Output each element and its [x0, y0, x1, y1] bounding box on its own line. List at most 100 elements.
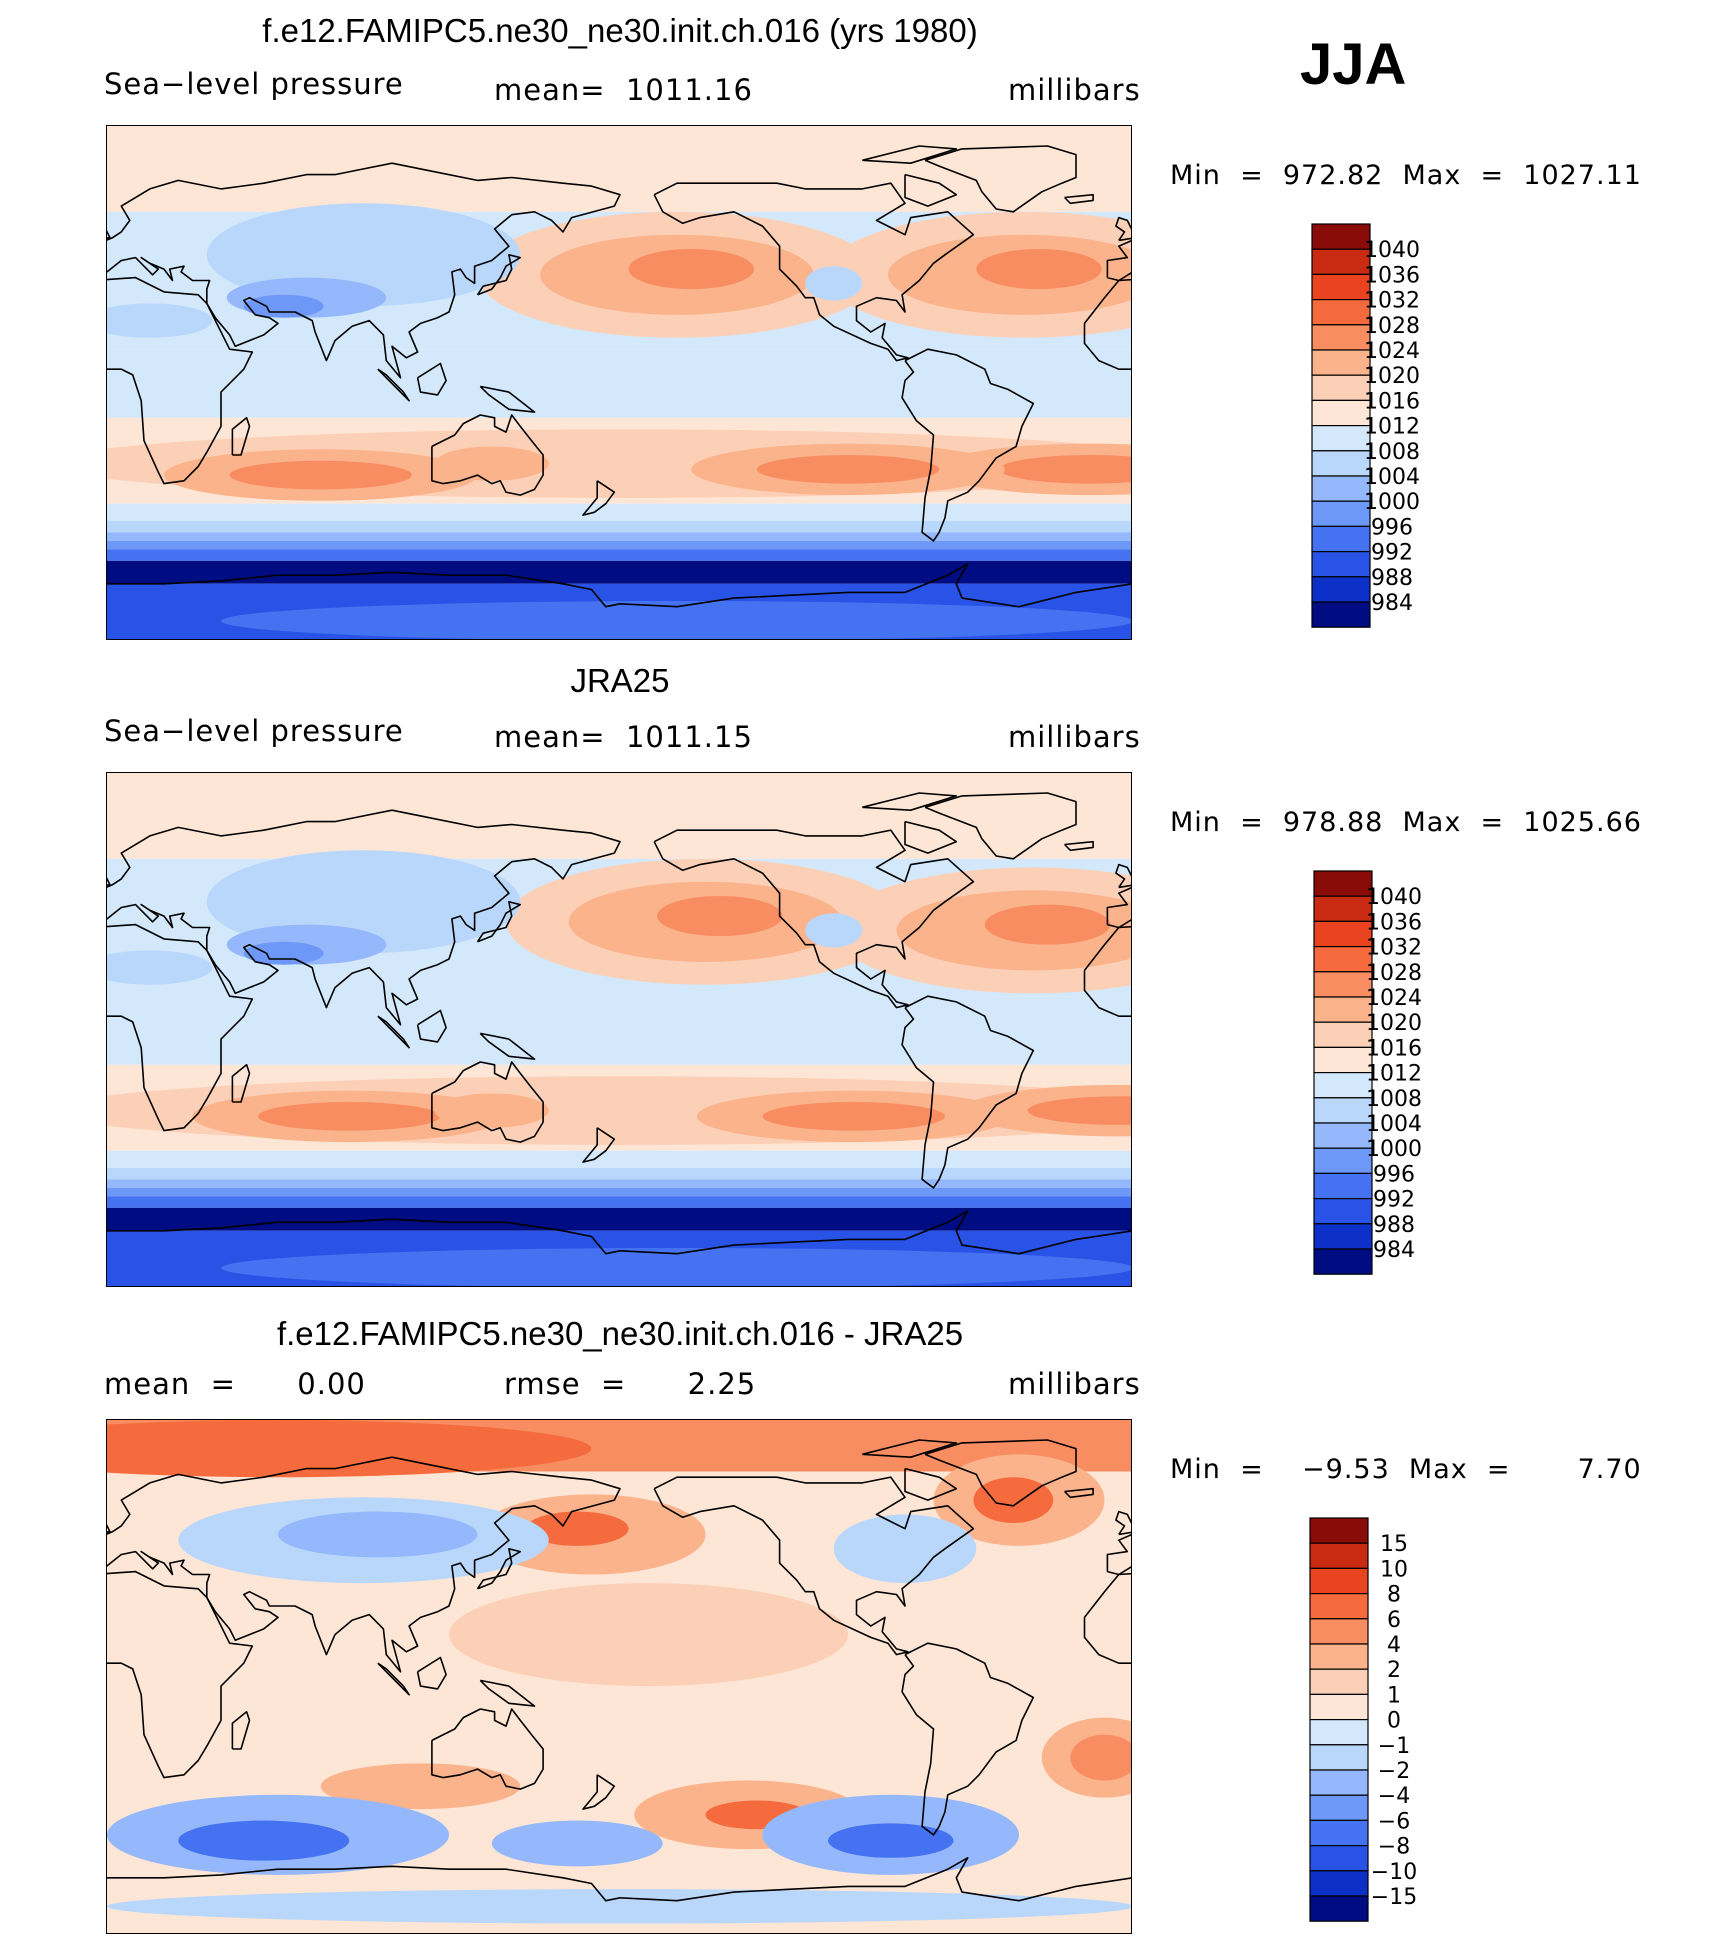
coastline-japan-west: [476, 254, 522, 296]
colorbar-box: [1311, 324, 1371, 351]
coastline-north-america-east: [653, 829, 975, 1009]
colorbar-box: [1313, 870, 1373, 897]
greenland-pos-core: [973, 1477, 1054, 1523]
colorbar-box: [1309, 1693, 1369, 1721]
panel3-colorbar: 15 10 8 6 4 2 1 0 −1 −2 −4 −6 −8 −10 −15: [1309, 1517, 1470, 1924]
coastline-new-zealand-west: [582, 480, 616, 516]
panel1-map: [106, 125, 1132, 640]
colorbar-box: [1313, 1021, 1373, 1048]
coastline-madagascar-west: [231, 417, 251, 456]
band-southern-4: [107, 540, 1131, 550]
panel3-units-label: millibars: [1008, 1367, 1141, 1401]
coastline-north-america-east: [653, 1476, 975, 1656]
colorbar-tick-label: −1: [1378, 1734, 1410, 1759]
n-america-low: [805, 266, 863, 301]
colorbar-box: [1311, 601, 1371, 628]
colorbar-tick-label: 988: [1371, 566, 1413, 591]
coastline-south-america-east: [901, 995, 1035, 1189]
panel1-colorbar: 1040 1036 1032 1028 1024 1020 1016 1012 1008 1004…: [1311, 223, 1472, 630]
colorbar-tick-label: 2: [1387, 1658, 1401, 1683]
panel1-units-label: millibars: [1008, 73, 1141, 107]
colorbar-box: [1311, 450, 1371, 477]
north-high-1-core: [984, 904, 1111, 945]
colorbar-box: [1309, 1542, 1369, 1570]
colorbar-tick-label: 1036: [1366, 910, 1422, 935]
colorbar-tick-label: 1012: [1364, 415, 1420, 440]
colorbar-tick-label: 1028: [1364, 314, 1420, 339]
colorbar-box: [1309, 1895, 1369, 1922]
colorbar-tick-label: 996: [1371, 515, 1413, 540]
panel1-title: f.e12.FAMIPC5.ne30_ne30.init.ch.016 (yrs…: [262, 12, 978, 49]
colorbar-box: [1313, 996, 1373, 1023]
south-high-2-core: [756, 455, 940, 484]
asia-low-core: [243, 294, 324, 318]
coastline-madagascar-west: [231, 1711, 251, 1750]
coastline-australia-west: [431, 1708, 544, 1790]
colorbar-box: [1313, 1223, 1373, 1250]
coastline-africa-west: [107, 276, 254, 485]
coastline-madagascar-west: [231, 1064, 251, 1103]
colorbar-box: [1309, 1567, 1369, 1595]
tropical-pacific-pos: [449, 1583, 848, 1687]
panel2-units-label: millibars: [1008, 720, 1141, 754]
colorbar-box: [1313, 895, 1373, 923]
colorbar-tick-label: 1028: [1366, 961, 1422, 986]
coastline-ellesmere-east: [862, 145, 958, 164]
colorbar-tick-label: 1004: [1364, 465, 1420, 490]
colorbar-tick-label: 6: [1387, 1608, 1401, 1633]
colorbar-box: [1309, 1592, 1369, 1620]
south-high-1-core: [999, 455, 1131, 484]
coastline-eurasia-west: [107, 809, 621, 1026]
coastlines: [107, 145, 1131, 608]
coastline-north-america-east: [653, 182, 975, 362]
colorbar-box: [1313, 1097, 1373, 1124]
coastline-africa-west: [107, 1570, 254, 1779]
coastline-antarctica-west: [107, 1218, 621, 1255]
coastline-new-guinea-west: [479, 1032, 536, 1060]
coastline-ellesmere-east: [862, 1439, 958, 1458]
south-high-1-core: [1027, 1096, 1131, 1125]
australia-high: [434, 1093, 549, 1128]
antarctic-neg: [107, 1889, 1131, 1924]
panel2-map: [106, 772, 1132, 1287]
colorbar-tick-label: 992: [1373, 1188, 1415, 1213]
band-southern-2: [107, 1167, 1131, 1180]
band-southern-5: [107, 1196, 1131, 1208]
panel2-title: JRA25: [570, 662, 670, 699]
band-southern-3: [107, 532, 1131, 541]
colorbar-tick-label: 1032: [1364, 289, 1420, 314]
colorbar-box: [1309, 1870, 1369, 1897]
colorbar-box: [1311, 273, 1371, 301]
arctic-pos: [107, 1420, 592, 1478]
colorbar-tick-label: 1020: [1364, 364, 1420, 389]
colorbar-tick-label: 996: [1373, 1162, 1415, 1187]
colorbar-tick-label: 1008: [1366, 1087, 1422, 1112]
colorbar-box: [1311, 399, 1371, 427]
colorbar-tick-label: 1012: [1366, 1062, 1422, 1087]
colorbar-box: [1311, 525, 1371, 553]
south-high-0-core: [258, 1102, 441, 1131]
panel2-minmax: Min = 978.88 Max = 1025.66: [1170, 807, 1642, 838]
north-high-0-core: [628, 249, 754, 290]
band-southern-3: [107, 1179, 1131, 1188]
coastlines: [107, 1439, 1131, 1902]
colorbar-tick-label: 1016: [1364, 389, 1420, 414]
coastline-uk-west: [107, 877, 111, 886]
coastline-south-america-east: [901, 1642, 1035, 1836]
colorbar-box: [1309, 1719, 1369, 1746]
band-southern-2: [107, 520, 1131, 533]
panel2-field-label: Sea−level pressure: [104, 714, 404, 748]
panel3-rmse-label: rmse = 2.25: [504, 1367, 757, 1401]
n-america-low: [805, 913, 863, 948]
sahara-low: [107, 950, 213, 985]
coastline-antarctica-east: [619, 1210, 1131, 1255]
colorbar-box: [1313, 1147, 1373, 1175]
coastline-antarctica-east: [619, 1857, 1131, 1902]
band-arctic: [107, 126, 1131, 212]
colorbar-tick-label: −6: [1378, 1809, 1410, 1834]
colorbar-tick-label: 1004: [1366, 1112, 1422, 1137]
panel1-map-svg: [107, 126, 1131, 639]
colorbar-tick-label: −8: [1378, 1835, 1410, 1860]
coastlines: [107, 792, 1131, 1255]
colorbar-tick-label: 8: [1387, 1583, 1401, 1608]
